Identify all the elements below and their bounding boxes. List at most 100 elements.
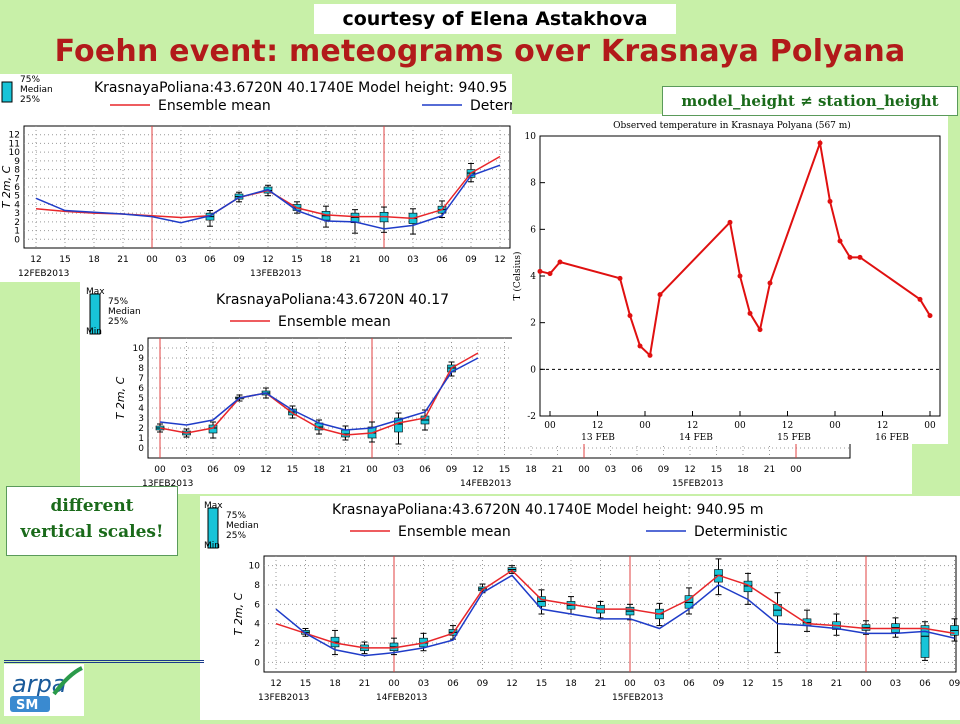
x-tick-label: 12: [506, 679, 517, 689]
x-tick-label: 09: [477, 679, 489, 689]
observed-point: [767, 280, 773, 286]
y-tick-label: 0: [530, 365, 536, 375]
y-axis-label: T 2m, C: [0, 165, 13, 208]
x-tick-label: 18: [737, 465, 749, 475]
legend-label: Ensemble mean: [158, 98, 271, 114]
box-legend-label: Median: [226, 521, 259, 531]
meteogram-15feb: KrasnayaPoliana:43.6720N 40.1740E Model …: [204, 501, 960, 703]
y-tick-label: 8: [138, 364, 144, 374]
x-tick-label: 06: [919, 679, 931, 689]
y-axis-label: T 2m, C: [232, 592, 245, 635]
box-legend-glyph: [89, 293, 101, 335]
x-tick-label: 03: [181, 465, 192, 475]
meteogram-15feb-panel: KrasnayaPoliana:43.6720N 40.1740E Model …: [200, 496, 960, 720]
box-legend-label: 25%: [20, 95, 40, 105]
observed-point: [917, 296, 923, 302]
y-tick-label: 4: [530, 272, 536, 282]
x-tick-label: 03: [407, 255, 418, 265]
y-tick-label: 4: [14, 200, 20, 210]
observed-temperature-chart: Observed temperature in Krasnaya Polyana…: [512, 120, 941, 443]
series-line-ensemble-mean: [159, 352, 479, 436]
vertical-scales-note-line1: different: [50, 496, 134, 516]
x-tick-label: 12: [684, 465, 695, 475]
x-tick-label: 15: [499, 465, 510, 475]
observed-point: [927, 313, 933, 319]
x-tick-label: 09: [713, 679, 725, 689]
x-tick-label: 00: [146, 255, 158, 265]
y-tick-label: 2: [254, 639, 260, 649]
x-tick-label: 00: [790, 465, 802, 475]
observed-point: [757, 327, 763, 333]
x-tick-label: 03: [605, 465, 616, 475]
series-line-ensemble-mean: [275, 569, 955, 649]
x-tick-label: 00: [388, 679, 400, 689]
x-tick-label: 00: [378, 255, 390, 265]
y-tick-label: 3: [14, 209, 20, 219]
observed-point: [617, 275, 623, 281]
x-tick-label: 00: [639, 421, 651, 431]
x-tick-label: 06: [447, 679, 459, 689]
x-tick-label: 12: [592, 421, 603, 431]
x-tick-label: 12: [260, 465, 271, 475]
series-line-deterministic: [275, 574, 955, 657]
day-label: 14 FEB: [679, 433, 713, 443]
observed-point: [837, 238, 843, 244]
x-tick-label: 12: [472, 465, 483, 475]
vertical-scales-note-line2: vertical scales!: [20, 522, 164, 542]
y-tick-label: 10: [249, 562, 261, 572]
x-tick-label: 15: [711, 465, 722, 475]
chart-title: KrasnayaPoliana:43.6720N 40.17: [216, 292, 449, 308]
x-tick-label: 00: [544, 421, 556, 431]
x-tick-label: 12: [877, 421, 888, 431]
y-tick-label: 0: [254, 658, 260, 668]
footer-divider: [4, 660, 204, 663]
y-axis-label: T (Celsius): [512, 252, 523, 301]
y-tick-label: 9: [138, 354, 144, 364]
x-tick-label: 18: [329, 679, 341, 689]
x-tick-label: 06: [436, 255, 448, 265]
box-legend-label: 75%: [226, 511, 246, 521]
x-tick-label: 03: [418, 679, 429, 689]
box-body: [920, 625, 930, 658]
y-tick-label: -2: [527, 412, 536, 422]
x-tick-label: 00: [829, 421, 841, 431]
observed-point: [737, 273, 743, 279]
x-tick-label: 12: [742, 679, 753, 689]
x-tick-label: 00: [860, 679, 872, 689]
courtesy-label: courtesy of Elena Astakhova: [314, 4, 676, 34]
x-tick-label: 21: [117, 255, 128, 265]
x-tick-label: 15: [300, 679, 311, 689]
y-tick-label: 3: [138, 414, 144, 424]
x-tick-label: 12: [30, 255, 41, 265]
y-tick-label: 8: [530, 179, 536, 189]
x-tick-label: 15: [772, 679, 783, 689]
y-tick-label: 0: [138, 444, 144, 454]
chart-title: KrasnayaPoliana:43.6720N 40.1740E Model …: [94, 80, 512, 96]
x-tick-label: 18: [313, 465, 325, 475]
model-height-note: model_height ≠ station_height: [662, 86, 958, 116]
meteogram-13feb-panel: KrasnayaPoliana:43.6720N 40.1740E Model …: [0, 74, 564, 282]
box-legend-label: Min: [204, 541, 220, 551]
meteogram-13feb: KrasnayaPoliana:43.6720N 40.1740E Model …: [0, 75, 564, 279]
x-tick-label: 09: [234, 465, 246, 475]
x-tick-label: 15: [59, 255, 70, 265]
legend-label: Deterministic: [470, 98, 512, 114]
observed-point: [547, 271, 553, 277]
x-tick-label: 09: [465, 255, 477, 265]
x-tick-label: 09: [233, 255, 245, 265]
observed-point: [627, 313, 633, 319]
x-tick-label: 12: [262, 255, 273, 265]
box-legend-label: Max: [86, 287, 105, 297]
observed-point: [657, 292, 663, 298]
x-tick-label: 09: [949, 679, 960, 689]
x-tick-label: 18: [565, 679, 577, 689]
legend-label: Deterministic: [694, 524, 788, 540]
observed-point: [727, 219, 733, 225]
x-tick-label: 00: [734, 421, 746, 431]
x-tick-label: 09: [658, 465, 670, 475]
date-label: 13FEB2013: [250, 269, 301, 279]
x-tick-label: 15: [291, 255, 302, 265]
day-label: 16 FEB: [875, 433, 909, 443]
box-legend-label: 25%: [108, 317, 128, 327]
y-tick-label: 1: [138, 434, 144, 444]
